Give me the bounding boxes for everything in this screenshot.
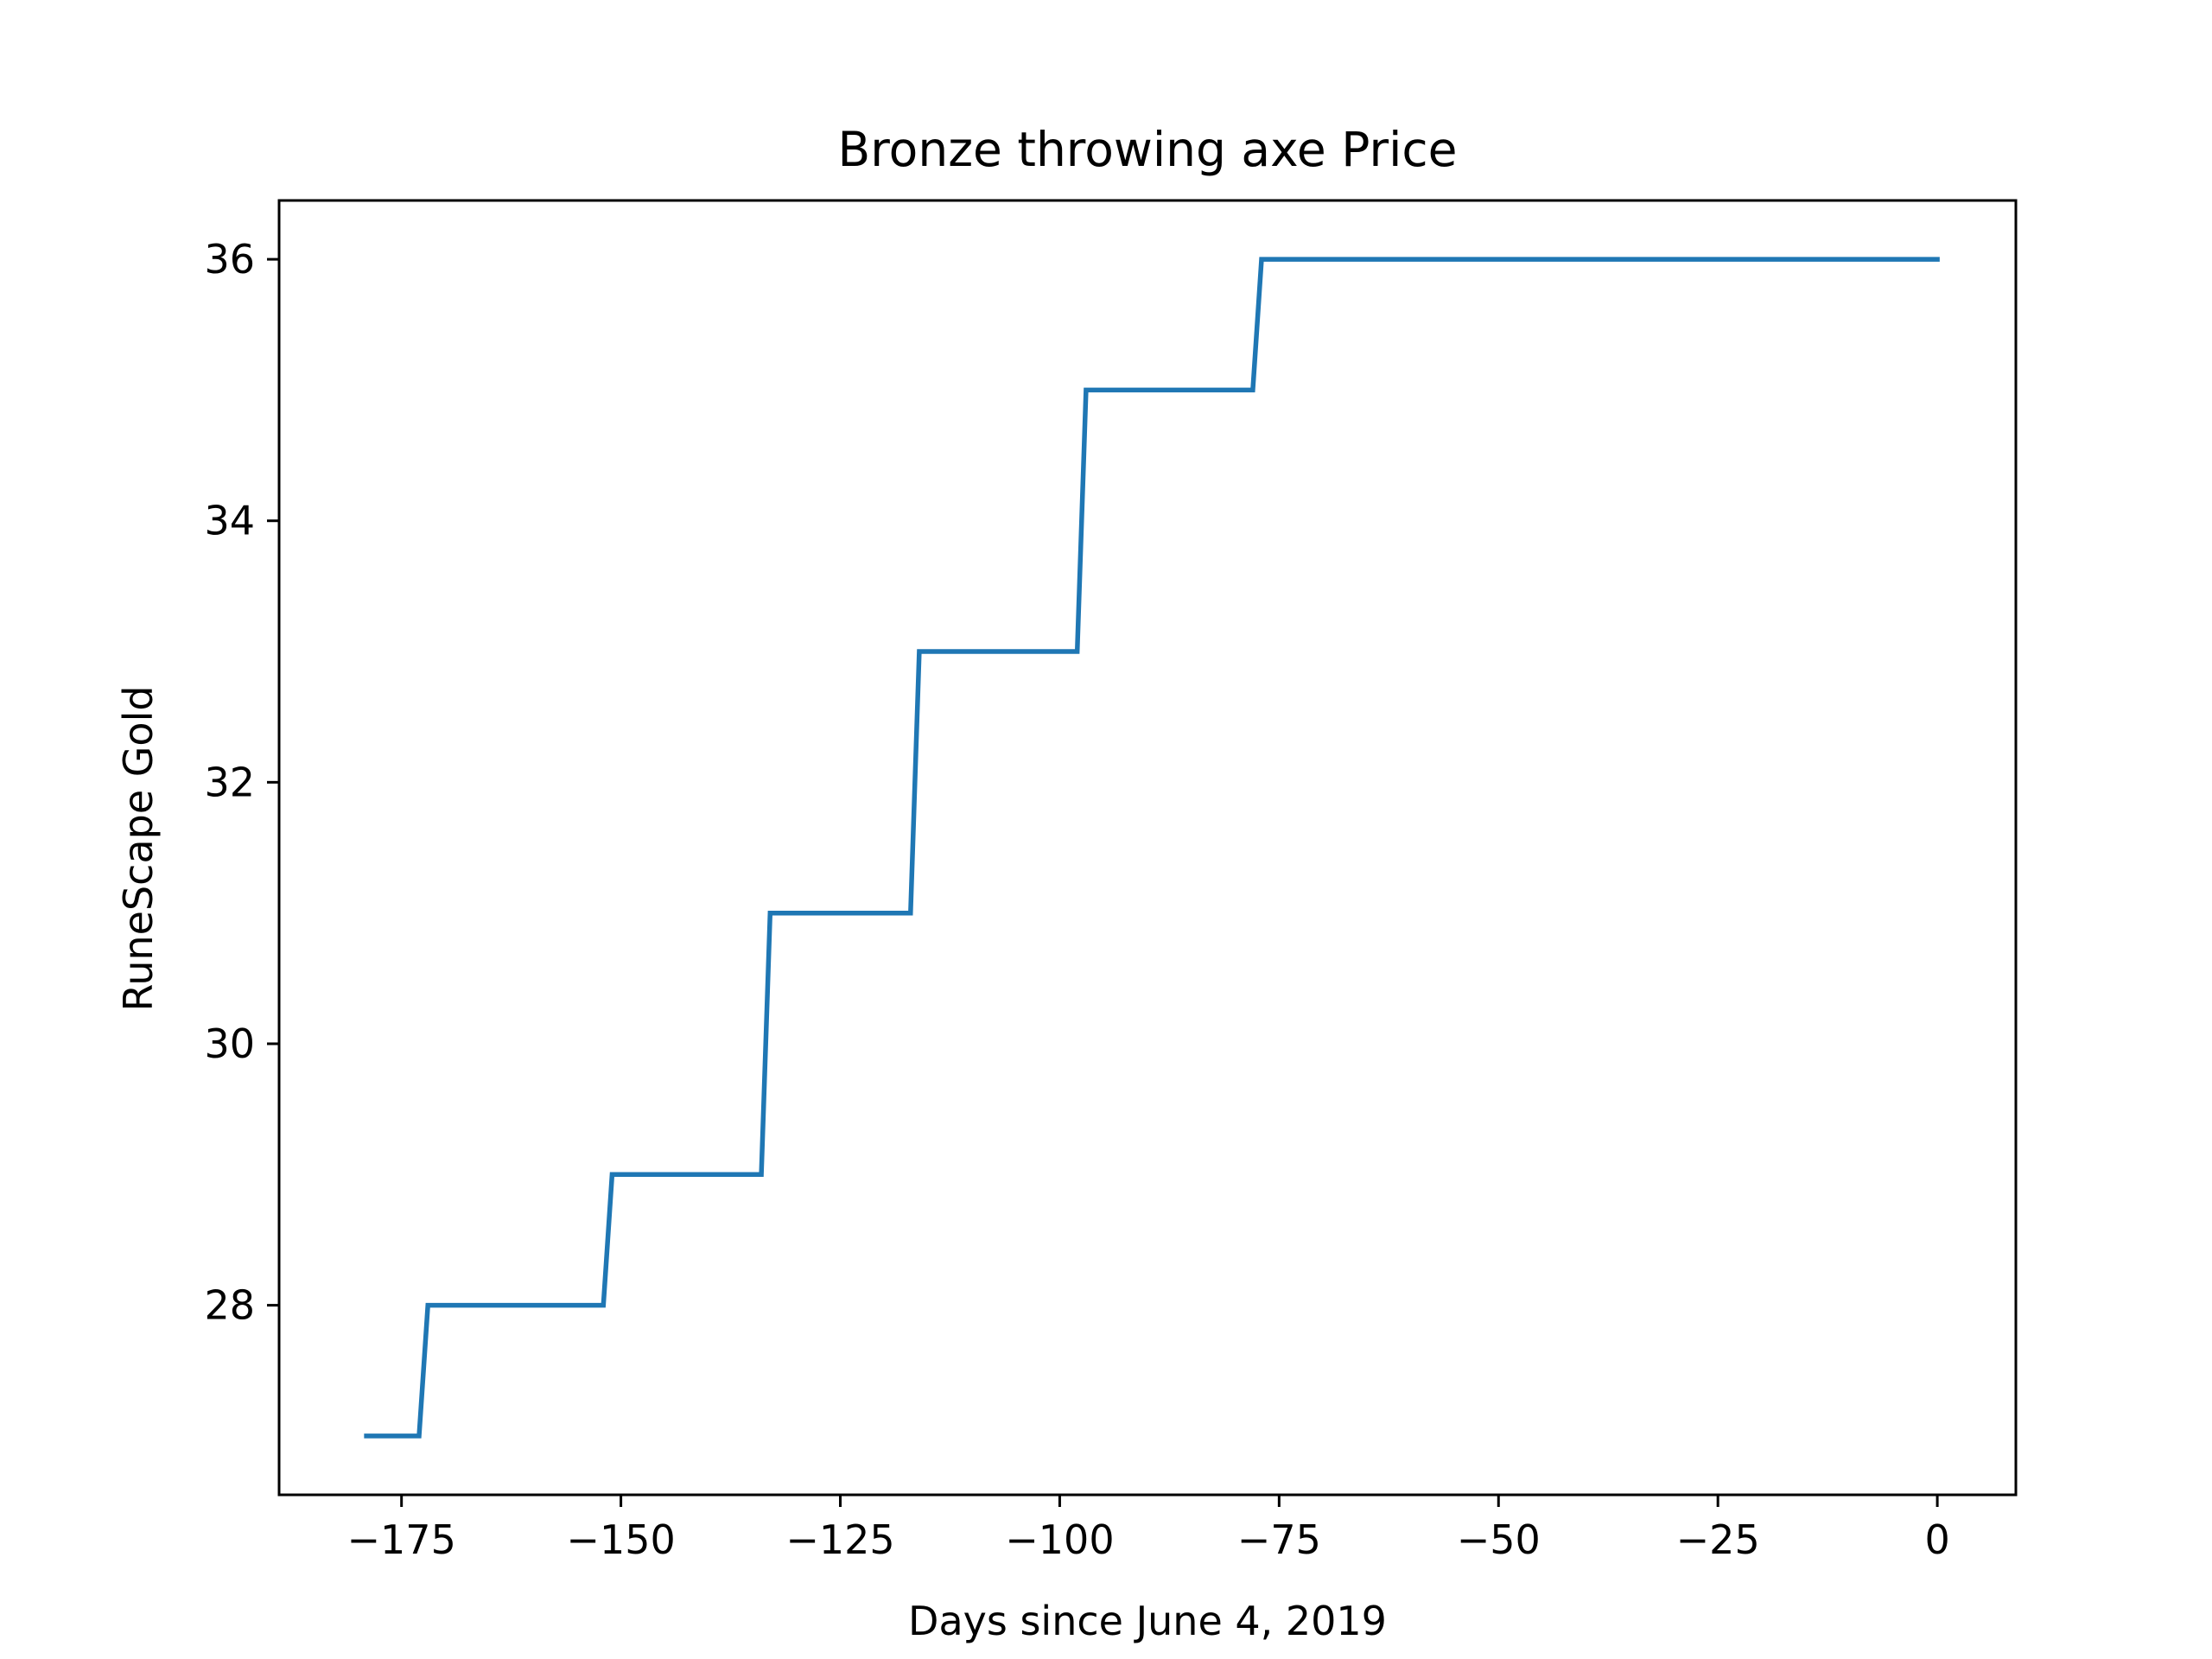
plot-area-frame bbox=[277, 199, 2018, 1497]
x-tick-label: −75 bbox=[1237, 1516, 1321, 1563]
x-tick-label: −25 bbox=[1676, 1516, 1760, 1563]
x-tick-label: −125 bbox=[785, 1516, 894, 1563]
y-tick-label: 28 bbox=[204, 1282, 255, 1329]
y-axis-ticks: 28 30 32 34 36 bbox=[204, 236, 279, 1329]
series-line bbox=[364, 257, 1940, 1439]
x-tick-label: 0 bbox=[1924, 1516, 1949, 1563]
series-layer bbox=[364, 257, 1940, 1439]
x-axis-label: Days since June 4, 2019 bbox=[908, 1598, 1387, 1644]
x-tick-label: −175 bbox=[347, 1516, 456, 1563]
x-tick-label: −150 bbox=[566, 1516, 675, 1563]
x-axis-ticks: −175 −150 −125 −100 −75 −50 −25 0 bbox=[347, 1495, 1950, 1563]
y-tick-label: 30 bbox=[204, 1020, 255, 1067]
y-tick-label: 36 bbox=[204, 236, 255, 283]
y-tick-label: 32 bbox=[204, 759, 255, 805]
chart-title: Bronze throwing axe Price bbox=[838, 122, 1458, 177]
y-tick-label: 34 bbox=[204, 498, 255, 544]
x-tick-label: −50 bbox=[1457, 1516, 1541, 1563]
y-axis-label: RuneScape Gold bbox=[115, 685, 162, 1011]
x-tick-label: −100 bbox=[1005, 1516, 1114, 1563]
